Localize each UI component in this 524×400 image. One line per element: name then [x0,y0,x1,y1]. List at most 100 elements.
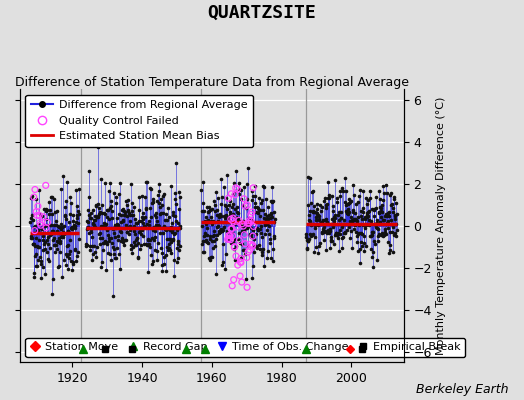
Point [220,224,228,230]
Point [228,218,237,224]
Point [44,234,52,240]
Point [315,243,324,250]
Point [215,230,224,236]
Point [325,228,334,234]
Point [141,194,149,200]
Point [37,275,45,282]
Point [97,210,106,216]
Point [154,240,162,247]
Point [198,208,206,214]
Point [95,231,103,238]
Point [323,201,331,208]
Legend: Station Move, Record Gap, Time of Obs. Change, Empirical Break: Station Move, Record Gap, Time of Obs. C… [26,338,465,357]
Point [151,222,160,228]
Point [377,204,386,211]
Point [232,168,241,174]
Point [163,235,171,242]
Point [372,205,380,211]
Point [36,254,44,261]
Point [83,226,91,232]
Point [86,229,95,236]
Point [324,228,333,235]
Point [232,216,241,223]
Point [263,255,271,262]
Point [99,240,107,246]
Point [139,220,148,226]
Point [371,241,379,248]
Point [255,195,263,201]
Point [171,212,180,219]
Point [243,254,251,261]
Point [223,172,232,178]
Point [244,218,253,224]
Point [50,196,58,202]
Point [52,228,61,234]
Point [173,220,182,227]
Point [143,221,151,227]
Point [154,192,162,198]
Point [85,167,93,174]
Point [215,228,224,235]
Point [30,274,38,280]
Point [249,249,258,255]
Point [226,230,235,236]
Point [243,225,252,231]
Point [218,262,226,268]
Point [54,230,63,236]
Point [106,180,115,186]
Point [307,200,315,206]
Point [363,210,372,216]
Point [386,246,395,253]
Point [90,216,98,223]
Point [173,258,181,265]
Point [257,200,265,206]
Point [247,217,255,224]
Point [110,190,118,197]
Point [384,209,392,216]
Point [96,223,105,229]
Point [158,268,167,274]
Point [35,236,43,243]
Point [118,237,126,243]
Point [91,223,99,230]
Point [244,249,253,255]
Point [133,234,141,241]
Title: Difference of Station Temperature Data from Regional Average: Difference of Station Temperature Data f… [15,76,409,89]
Point [230,244,238,250]
Point [30,243,39,249]
Point [32,208,40,215]
Point [232,185,240,191]
Point [206,235,214,242]
Point [237,228,246,235]
Point [209,218,217,225]
Point [101,211,110,218]
Point [268,198,277,204]
Point [245,215,253,222]
Point [45,258,53,264]
Point [158,250,166,256]
Point [38,213,46,219]
Point [358,209,367,215]
Point [138,214,146,220]
Point [328,216,336,222]
Point [62,216,71,223]
Point [368,254,377,260]
Point [120,211,128,218]
Point [377,213,385,220]
Point [348,220,356,226]
Point [151,228,160,234]
Point [338,235,346,241]
Point [98,234,106,241]
Point [325,230,334,236]
Point [341,175,349,182]
Point [349,209,357,215]
Point [128,208,136,214]
Point [212,189,220,195]
Point [64,242,72,248]
Point [340,216,348,223]
Point [116,266,124,272]
Point [348,207,357,214]
Point [224,237,233,244]
Point [315,217,323,223]
Point [26,233,35,239]
